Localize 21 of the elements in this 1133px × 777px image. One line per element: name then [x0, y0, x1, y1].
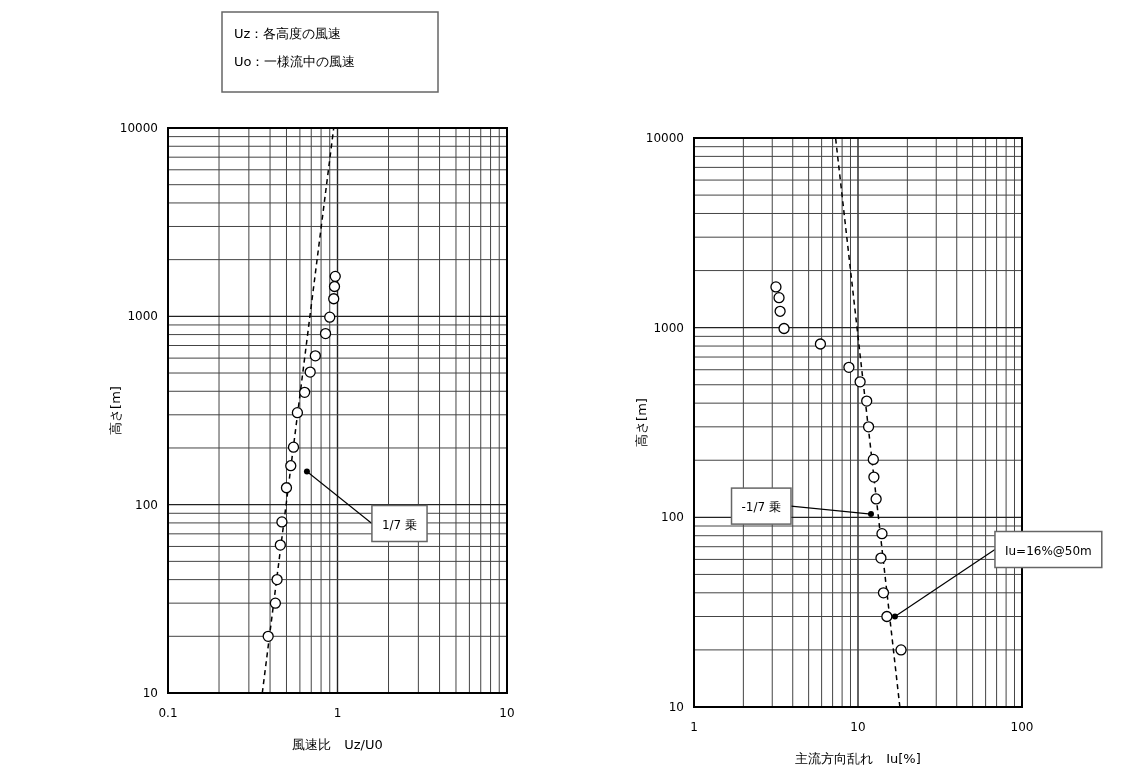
x-tick-label: 1	[333, 706, 342, 720]
y-tick-label: 10000	[645, 131, 684, 145]
y-tick-label: 1000	[127, 309, 158, 324]
y-tick-label: 10	[142, 686, 158, 700]
y-tick-label: 10000	[119, 121, 158, 135]
y-axis-title: 高さ[m]	[634, 398, 649, 447]
x-tick-label: 10	[499, 706, 515, 720]
y-tick-label: 100	[661, 510, 684, 525]
annotation: 1/7 乗	[381, 517, 418, 532]
annotation: -1/7 乗	[741, 500, 781, 515]
y-tick-label: 100	[135, 497, 158, 512]
y-axis-title: 高さ[m]	[108, 386, 123, 435]
x-tick-label: 100	[1010, 720, 1034, 734]
x-tick-label: 10	[850, 720, 866, 734]
y-tick-label: 1000	[653, 320, 684, 335]
x-tick-label: 1	[690, 720, 698, 734]
x-axis-title: 風速比 Uz/U0	[292, 737, 383, 752]
x-axis-title: 主流方向乱れ Iu[%]	[795, 751, 921, 766]
annotation: Iu=16%@50m	[1004, 543, 1092, 558]
note-box: Uz：各高度の風速 Uo：一様流中の風速	[221, 11, 439, 93]
x-tick-label: 0.1	[158, 706, 178, 720]
